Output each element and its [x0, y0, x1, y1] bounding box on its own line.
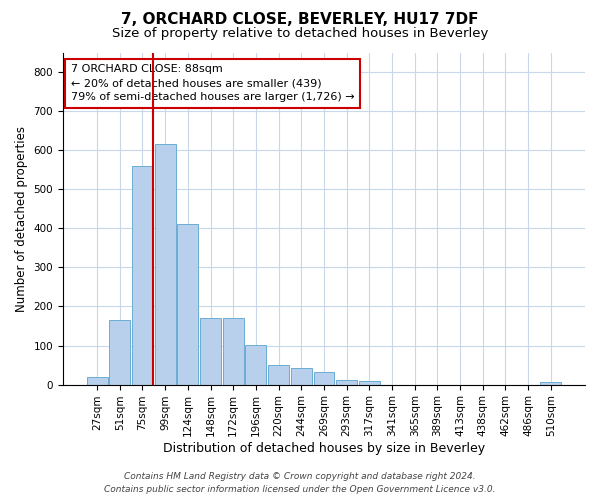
Y-axis label: Number of detached properties: Number of detached properties [15, 126, 28, 312]
Bar [155, 144, 176, 384]
Text: Contains HM Land Registry data © Crown copyright and database right 2024.
Contai: Contains HM Land Registry data © Crown c… [104, 472, 496, 494]
Bar [132, 166, 153, 384]
Bar [200, 318, 221, 384]
Bar [359, 380, 380, 384]
Bar [178, 224, 198, 384]
Bar [268, 365, 289, 384]
Bar [109, 320, 130, 384]
Bar [223, 318, 244, 384]
Bar [541, 382, 561, 384]
Bar [291, 368, 311, 384]
Bar [86, 377, 107, 384]
Bar [245, 344, 266, 385]
Text: Size of property relative to detached houses in Beverley: Size of property relative to detached ho… [112, 28, 488, 40]
Bar [336, 380, 357, 384]
Bar [314, 372, 334, 384]
X-axis label: Distribution of detached houses by size in Beverley: Distribution of detached houses by size … [163, 442, 485, 455]
Text: 7, ORCHARD CLOSE, BEVERLEY, HU17 7DF: 7, ORCHARD CLOSE, BEVERLEY, HU17 7DF [121, 12, 479, 28]
Text: 7 ORCHARD CLOSE: 88sqm
← 20% of detached houses are smaller (439)
79% of semi-de: 7 ORCHARD CLOSE: 88sqm ← 20% of detached… [71, 64, 355, 102]
